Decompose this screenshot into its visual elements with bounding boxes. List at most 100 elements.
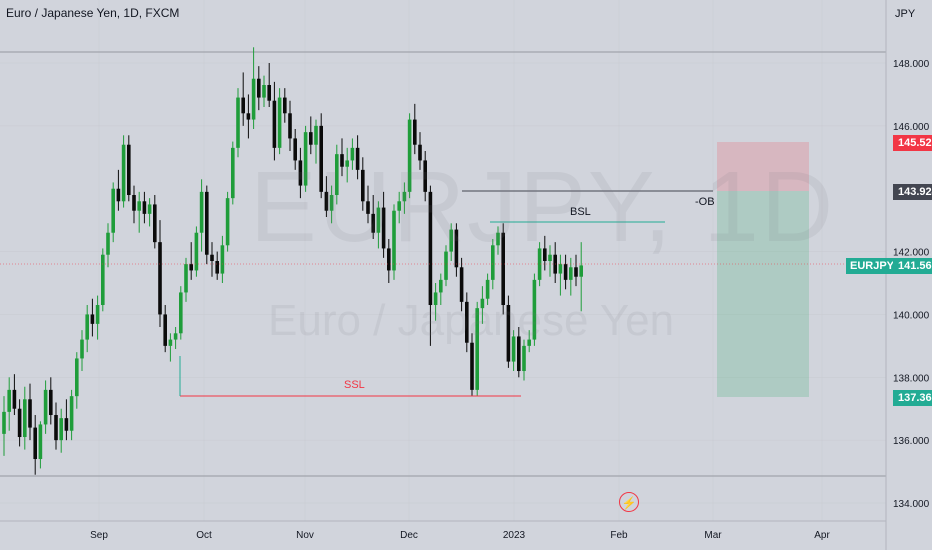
candle [90, 298, 95, 337]
candle [350, 138, 355, 170]
candle [80, 330, 84, 372]
candle [111, 182, 115, 243]
candle [465, 292, 469, 353]
candle [121, 135, 126, 208]
candle [407, 113, 412, 199]
candle [241, 72, 245, 126]
candle [33, 415, 37, 475]
candle [85, 305, 89, 353]
candle [527, 330, 531, 353]
candle [158, 220, 162, 328]
candle [543, 235, 547, 271]
candle [579, 242, 583, 312]
time-tick-label: Feb [610, 530, 628, 541]
candle [319, 113, 323, 199]
candle [340, 138, 344, 177]
chart-title: Euro / Japanese Yen, 1D, FXCM [6, 6, 180, 20]
candle [517, 327, 521, 378]
candle [324, 176, 329, 218]
candle [215, 251, 219, 280]
candle [392, 204, 396, 280]
watermark-name: Euro / Japanese Yen [268, 296, 675, 345]
candle [23, 386, 27, 450]
grid-lines [0, 0, 886, 521]
candle [231, 141, 235, 205]
current-price-badge: 141.562 [893, 258, 932, 274]
candle [116, 169, 121, 211]
candle [335, 144, 339, 205]
price-tick-label: 136.000 [893, 436, 930, 447]
time-tick-label: Apr [814, 530, 830, 541]
candle [225, 191, 230, 252]
candle [298, 147, 303, 199]
candle [251, 47, 256, 130]
candle [64, 399, 69, 441]
candle [355, 135, 360, 180]
candle [95, 295, 100, 340]
candle [506, 295, 511, 368]
stop-price-badge: 145.527 [893, 135, 932, 151]
candle [75, 352, 79, 409]
take-profit-zone [717, 191, 809, 397]
candle [387, 239, 391, 284]
candle [537, 242, 542, 287]
candle [220, 235, 225, 284]
time-tick-label: Mar [704, 530, 722, 541]
candle [147, 198, 152, 227]
candle [449, 223, 453, 262]
price-tick-label: 148.000 [893, 59, 930, 70]
candle [101, 248, 105, 312]
candle [205, 185, 209, 265]
candle [397, 191, 401, 224]
candle [413, 103, 417, 155]
candle [574, 254, 578, 287]
candle [17, 399, 22, 447]
candle [7, 377, 11, 431]
candle [283, 88, 287, 123]
candle [173, 327, 178, 350]
candle [38, 421, 43, 469]
candle [454, 223, 459, 277]
candle [54, 402, 58, 450]
candle [288, 100, 292, 152]
candle [236, 88, 240, 158]
candle [262, 75, 266, 108]
candle [309, 116, 313, 155]
candle [459, 257, 464, 312]
candle [272, 81, 277, 161]
time-tick-label: Oct [196, 530, 212, 541]
candle [522, 339, 526, 381]
candle [127, 135, 131, 202]
candle [511, 330, 516, 372]
candle [558, 254, 563, 296]
price-tick-label: 146.000 [893, 122, 930, 133]
candle [402, 182, 407, 214]
candle [189, 242, 193, 280]
time-tick-label: Sep [90, 530, 108, 541]
candle [2, 396, 6, 456]
candle [142, 191, 147, 224]
candle [563, 254, 568, 290]
candle [132, 185, 136, 224]
candle [153, 195, 157, 249]
candle [69, 389, 74, 441]
candle [293, 129, 297, 170]
entry-price-badge: 143.924 [893, 184, 932, 200]
candle [501, 223, 505, 315]
candle [314, 119, 318, 164]
watermark-ticker: EURJPY, 1D [250, 151, 836, 263]
candle [199, 179, 204, 252]
target-price-badge: 137.363 [893, 390, 932, 406]
candle [12, 374, 17, 416]
candle [210, 242, 214, 277]
candle [257, 66, 261, 111]
candle [277, 88, 282, 155]
candle [496, 226, 500, 255]
lightning-icon[interactable]: ⚡ [619, 492, 639, 512]
time-tick-label: Nov [296, 530, 314, 541]
candle [246, 94, 251, 139]
candle [345, 147, 349, 183]
candle [376, 201, 381, 249]
symbol-badge: EURJPY [846, 258, 899, 274]
